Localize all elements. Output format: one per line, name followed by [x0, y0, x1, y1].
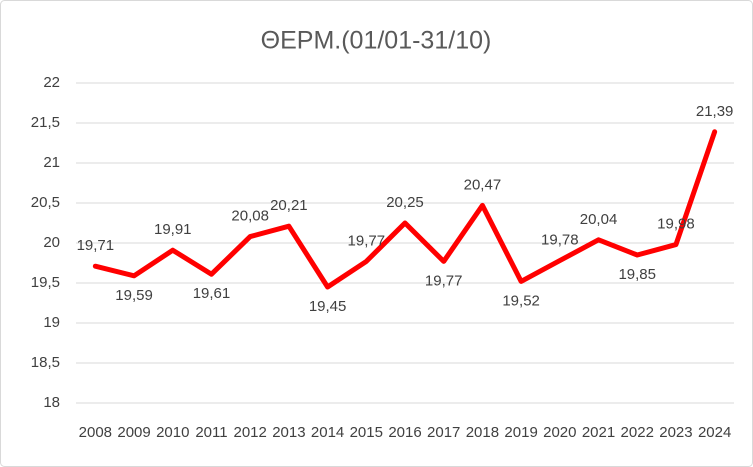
- x-tick-label: 2024: [698, 424, 731, 441]
- x-tick-label: 2008: [79, 424, 112, 441]
- x-tick-label: 2018: [466, 424, 499, 441]
- data-label: 19,85: [618, 266, 656, 283]
- data-label: 19,78: [541, 232, 579, 249]
- y-tick-label: 18,5: [31, 354, 60, 371]
- data-label: 19,98: [657, 216, 695, 233]
- x-tick-label: 2020: [543, 424, 576, 441]
- x-tick-label: 2009: [117, 424, 150, 441]
- x-tick-label: 2022: [621, 424, 654, 441]
- data-label: 19,91: [154, 221, 192, 238]
- y-tick-label: 19: [43, 314, 60, 331]
- data-label: 19,45: [309, 298, 347, 315]
- data-label: 19,52: [502, 292, 540, 309]
- data-label: 20,08: [231, 208, 269, 225]
- x-tick-label: 2011: [195, 424, 227, 441]
- y-tick-label: 21,5: [31, 114, 60, 131]
- x-tick-label: 2014: [311, 424, 344, 441]
- data-label: 20,04: [580, 211, 618, 228]
- x-tick-label: 2012: [233, 424, 266, 441]
- x-tick-label: 2015: [350, 424, 383, 441]
- data-label: 19,77: [348, 232, 386, 249]
- y-tick-label: 20,5: [31, 194, 60, 211]
- data-label: 19,59: [115, 287, 153, 304]
- x-tick-label: 2019: [504, 424, 537, 441]
- y-tick-label: 21: [43, 154, 60, 171]
- y-tick-label: 19,5: [31, 274, 60, 291]
- line: [92, 129, 718, 290]
- x-tick-label: 2021: [582, 424, 615, 441]
- data-label: 19,77: [425, 272, 463, 289]
- x-tick-label: 2016: [388, 424, 421, 441]
- x-tick-label: 2010: [156, 424, 189, 441]
- x-tick-label: 2013: [272, 424, 305, 441]
- data-label: 21,39: [696, 103, 734, 120]
- y-tick-label: 20: [43, 234, 60, 251]
- data-label: 19,71: [77, 237, 115, 254]
- y-tick-label: 18: [43, 394, 60, 411]
- data-label: 20,47: [464, 176, 502, 193]
- data-label: 19,61: [193, 285, 231, 302]
- data-label: 20,21: [270, 197, 308, 214]
- x-tick-label: 2023: [659, 424, 692, 441]
- y-tick-label: 22: [43, 74, 60, 91]
- chart-title: ΘΕΡΜ.(01/01-31/10): [261, 27, 492, 55]
- data-label: 20,25: [386, 194, 424, 211]
- x-tick-label: 2017: [427, 424, 460, 441]
